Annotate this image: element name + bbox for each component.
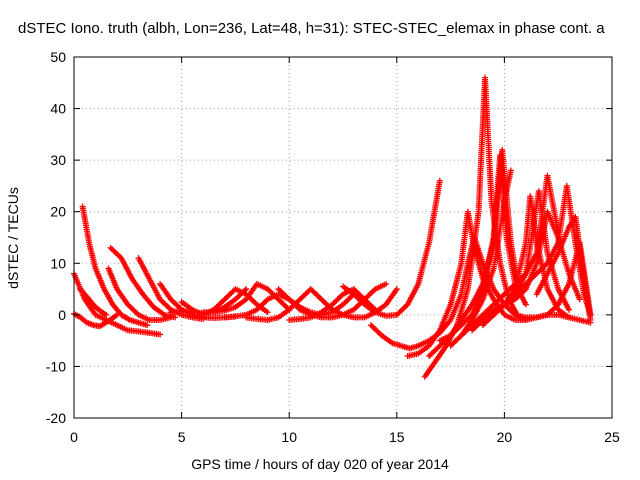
y-tick-label: 50 [50, 49, 66, 65]
data-point [166, 305, 173, 312]
data-point [587, 317, 594, 324]
data-point [172, 314, 179, 321]
data-markers [71, 74, 594, 380]
x-tick-label: 20 [497, 429, 513, 445]
y-axis-label: dSTEC / TECUs [5, 187, 21, 289]
data-point [103, 311, 110, 318]
data-series [105, 265, 174, 324]
data-point [553, 302, 560, 309]
x-tick-label: 0 [70, 429, 78, 445]
plot-frame [73, 56, 613, 419]
data-point [338, 292, 345, 299]
x-tick-label: 15 [389, 429, 405, 445]
data-point [522, 301, 529, 308]
x-axis-label: GPS time / hours of day 020 of year 2014 [191, 456, 449, 472]
x-tick-label: 5 [178, 429, 186, 445]
data-point [576, 296, 583, 303]
data-point [144, 322, 151, 329]
data-point [263, 297, 270, 304]
data-series [107, 244, 179, 321]
y-tick-label: 20 [50, 204, 66, 220]
y-tick-label: 10 [50, 255, 66, 271]
data-point [565, 314, 572, 321]
y-tick-label: -20 [46, 410, 66, 426]
y-tick-label: 40 [50, 101, 66, 117]
data-series [243, 286, 336, 324]
data-point [507, 167, 514, 174]
data-point [370, 287, 377, 294]
data-point [393, 286, 400, 293]
y-tick-label: 0 [58, 307, 66, 323]
data-point [565, 306, 572, 313]
data-point [264, 309, 271, 316]
data-series [71, 310, 121, 330]
data-series [200, 280, 293, 316]
data-point [403, 302, 410, 309]
data-point [383, 280, 390, 287]
data-series [79, 203, 151, 329]
data-series [77, 286, 110, 318]
data-series [340, 177, 443, 319]
data-point [243, 286, 250, 293]
x-tick-label: 10 [281, 429, 297, 445]
data-point [116, 253, 123, 260]
y-tick-label: -10 [46, 358, 66, 374]
x-tick-label: 25 [604, 429, 620, 445]
data-series [533, 213, 594, 324]
y-tick-label: 30 [50, 152, 66, 168]
data-series [479, 188, 572, 329]
data-point [436, 177, 443, 184]
data-point [157, 331, 164, 338]
chart-title: dSTEC Iono. truth (albh, Lon=236, Lat=48… [18, 20, 605, 37]
data-series [512, 239, 594, 324]
axis-ticks: 0 5 10 15 20 25 -20 -10 0 10 20 30 40 50 [46, 49, 620, 445]
data-point [134, 310, 141, 317]
